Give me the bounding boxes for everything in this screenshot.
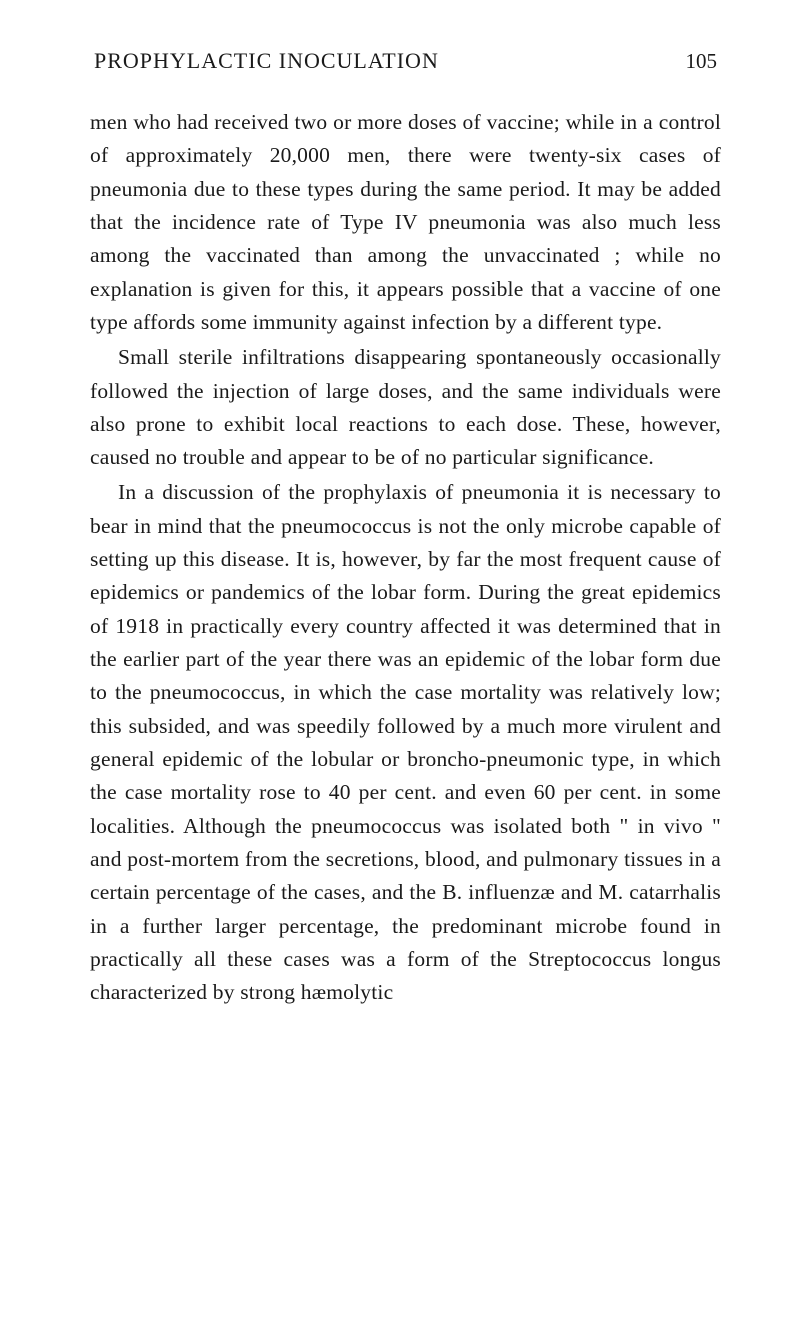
paragraph-1: men who had received two or more doses o… [90,106,721,339]
paragraph-2: Small sterile infiltrations disappearing… [90,341,721,474]
body-text: men who had received two or more doses o… [90,106,721,1009]
paragraph-3: In a discussion of the prophylaxis of pn… [90,476,721,1009]
page-header: PROPHYLACTIC INOCULATION 105 [90,48,721,74]
page-number: 105 [686,49,718,74]
header-title: PROPHYLACTIC INOCULATION [94,48,439,74]
